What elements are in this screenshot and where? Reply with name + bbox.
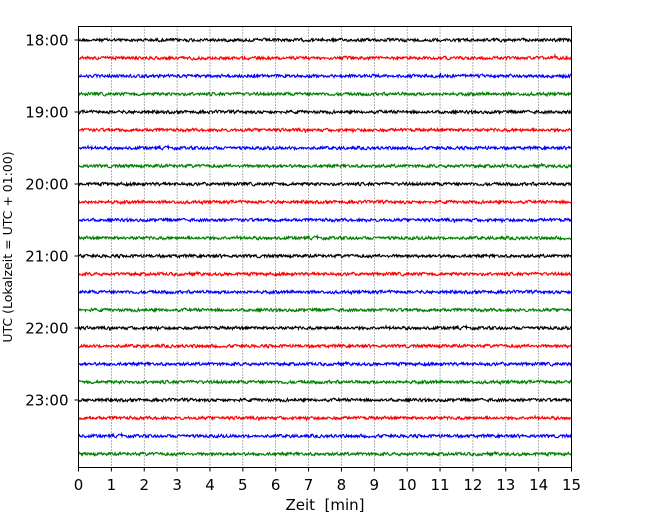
x-tick-label: 10 [398, 476, 417, 494]
x-tick-label: 11 [430, 476, 449, 494]
trace-2300 [78, 396, 572, 404]
trace-2315 [77, 414, 572, 422]
y-tick-label: 19:00 [25, 104, 68, 122]
y-tick-label: 23:00 [25, 392, 68, 410]
y-tick-label: 21:00 [25, 248, 68, 266]
trace-2215 [78, 342, 573, 350]
trace-2000 [77, 180, 572, 188]
trace-2245 [78, 379, 572, 386]
trace-2015 [78, 198, 572, 206]
trace-1930 [78, 143, 572, 152]
x-tick-label: 3 [172, 476, 182, 494]
y-axis-label: UTC (Lokalzeit = UTC + 01:00) [0, 151, 15, 342]
trace-1815 [78, 52, 572, 62]
trace-1945 [78, 162, 572, 170]
x-tick-label: 5 [238, 476, 248, 494]
trace-1845 [78, 91, 572, 98]
plot-frame [78, 26, 572, 468]
grid-lines [111, 26, 539, 468]
y-tick-label: 18:00 [25, 32, 68, 50]
seismogram-traces [77, 36, 573, 458]
trace-2145 [77, 306, 572, 314]
trace-2045 [77, 233, 572, 242]
trace-2130 [78, 289, 572, 296]
x-axis-ticks: 0 1 2 3 4 5 6 7 8 9 10 11 12 13 14 15 [74, 467, 581, 494]
x-tick-label: 9 [370, 476, 380, 494]
y-tick-label: 22:00 [25, 320, 68, 338]
x-tick-label: 7 [304, 476, 314, 494]
x-tick-label: 14 [529, 476, 548, 494]
trace-2230 [77, 360, 572, 368]
trace-2345 [78, 450, 572, 458]
trace-2100 [78, 252, 573, 260]
trace-1900 [78, 108, 572, 116]
x-tick-label: 1 [107, 476, 117, 494]
y-axis-ticks: 18:00 19:00 20:00 21:00 22:00 23:00 [25, 32, 79, 410]
x-tick-label: 13 [496, 476, 515, 494]
x-tick-label: 4 [205, 476, 215, 494]
trace-2200 [78, 323, 573, 332]
trace-1800 [78, 36, 572, 44]
trace-2030 [78, 216, 572, 224]
x-tick-label: 2 [139, 476, 149, 494]
trace-1830 [78, 72, 572, 79]
x-axis-label: Zeit [min] [285, 496, 364, 514]
trace-1915 [78, 126, 572, 134]
x-tick-label: 12 [463, 476, 482, 494]
trace-2330 [78, 431, 572, 440]
y-tick-label: 20:00 [25, 176, 68, 194]
x-tick-label: 15 [562, 476, 581, 494]
x-tick-label: 8 [337, 476, 347, 494]
x-tick-label: 6 [271, 476, 281, 494]
trace-2115 [78, 270, 573, 278]
x-tick-label: 0 [74, 476, 84, 494]
